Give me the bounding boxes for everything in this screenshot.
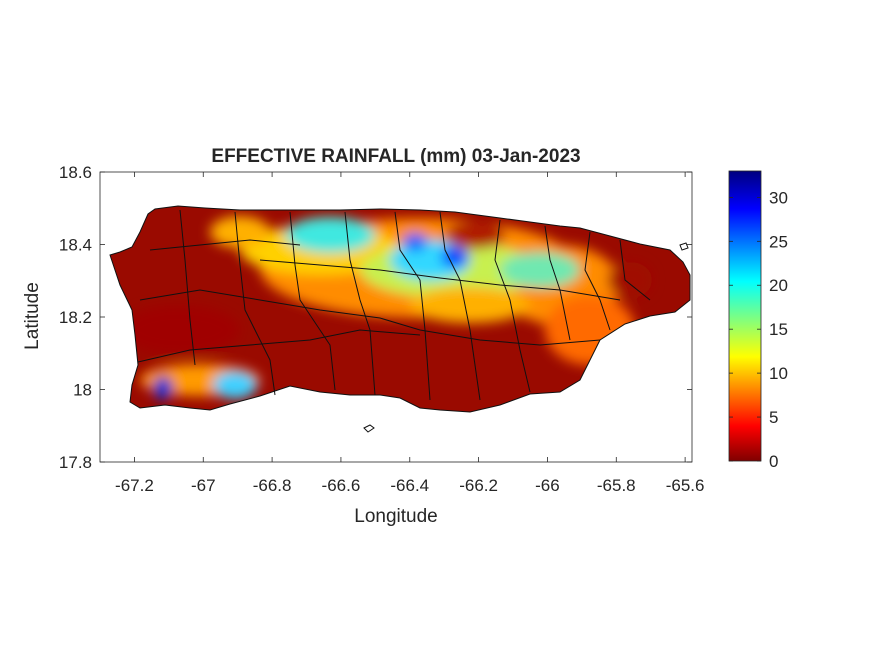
x-tick-label: -66.2	[459, 476, 498, 495]
x-tick-label: -66.6	[322, 476, 361, 495]
x-tick-label: -65.8	[597, 476, 636, 495]
small-islands	[363, 242, 689, 433]
x-tick-label: -66	[535, 476, 560, 495]
colorbar-tick-label: 15	[769, 320, 788, 339]
chart-title: EFFECTIVE RAINFALL (mm) 03-Jan-2023	[211, 146, 580, 167]
municipality-borders	[109, 205, 691, 413]
x-axis: -67.2 -67 -66.8 -66.6 -66.4 -66.2 -66 -65.8 -65.…	[115, 172, 704, 495]
x-tick-label: -67.2	[115, 476, 154, 495]
x-tick-label: -66.8	[253, 476, 292, 495]
y-tick-label: 18.2	[59, 308, 92, 327]
colorbar-tick-label: 20	[769, 276, 788, 295]
y-axis-label: Latitude	[22, 282, 43, 350]
colorbar-tick-label: 25	[769, 232, 788, 251]
coastline	[109, 205, 691, 413]
colorbar-tick-label: 30	[769, 188, 788, 207]
colorbar-tick-label: 5	[769, 408, 778, 427]
colorbar-tick-label: 10	[769, 364, 788, 383]
y-tick-label: 18.6	[59, 163, 92, 182]
y-tick-label: 18	[73, 381, 92, 400]
colorbar-tick-label: 0	[769, 452, 778, 471]
y-axis: 18.6 18.4 18.2 18 17.8	[59, 163, 692, 472]
x-tick-label: -67	[191, 476, 216, 495]
x-axis-label: Longitude	[354, 506, 437, 527]
x-tick-label: -65.6	[666, 476, 705, 495]
x-tick-label: -66.4	[390, 476, 429, 495]
y-tick-label: 17.8	[59, 453, 92, 472]
colorbar-ticks: 0 5 10 15 20 25 30	[729, 188, 788, 471]
colorbar	[728, 170, 762, 462]
y-tick-label: 18.4	[59, 236, 92, 255]
